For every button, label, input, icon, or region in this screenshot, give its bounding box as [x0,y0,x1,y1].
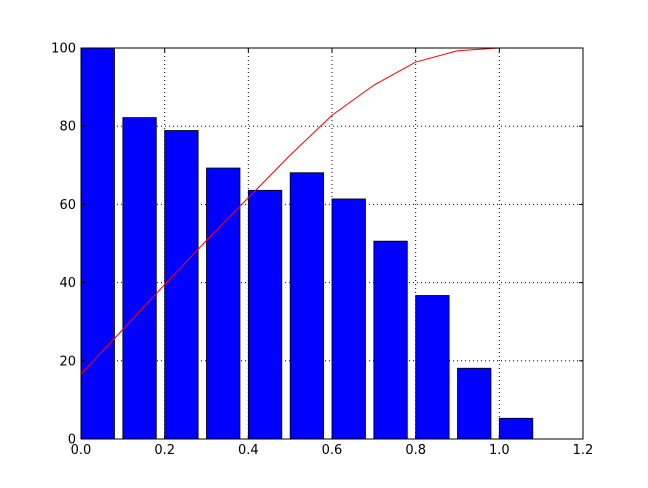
ticks [80,47,584,440]
y-tick-label: 80 [59,120,76,135]
x-tick-labels: 0.0 0.2 0.4 0.6 0.8 1.0 1.2 [71,443,594,458]
bar [289,172,325,440]
x-tick-label: 0.6 [322,443,343,458]
x-tick-label: 1.0 [489,443,510,458]
bar [415,295,450,440]
bar [80,47,115,440]
bar [247,189,283,440]
series-line [80,47,500,375]
y-tick-label: 0 [68,433,76,448]
x-tick-label: 0.0 [71,443,92,458]
bar [164,130,199,440]
bar [122,117,157,440]
x-tick-label: 0.4 [238,443,259,458]
y-tick-label: 20 [59,354,76,369]
bar [373,240,408,440]
y-tick-labels: 0 20 40 60 80 100 [51,42,76,448]
bars [80,47,534,440]
bar [457,367,492,440]
x-tick-label: 0.8 [405,443,426,458]
bar [331,198,366,440]
bar [498,417,534,440]
y-tick-label: 40 [59,276,76,291]
x-tick-label: 0.2 [154,443,175,458]
series-line-group [80,47,500,375]
y-tick-label: 100 [51,42,76,57]
x-tick-label: 1.2 [573,443,594,458]
y-tick-label: 60 [59,198,76,213]
bar [206,167,241,440]
